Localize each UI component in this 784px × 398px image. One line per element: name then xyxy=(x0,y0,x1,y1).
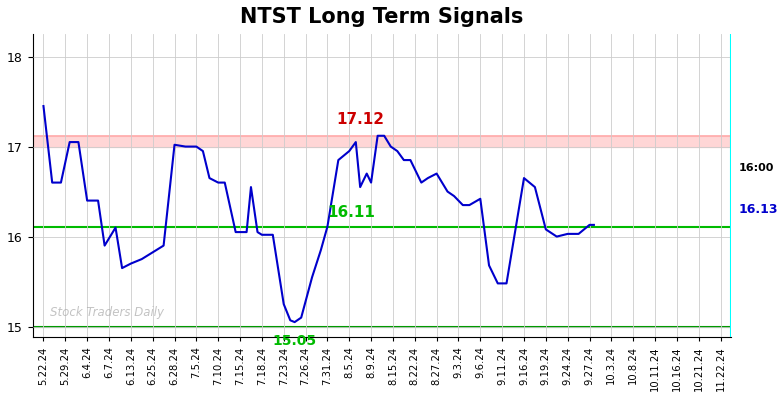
Text: 16:00: 16:00 xyxy=(739,162,774,172)
Text: 16.11: 16.11 xyxy=(328,205,376,220)
Text: 17.12: 17.12 xyxy=(336,112,384,127)
Text: 16.13: 16.13 xyxy=(739,203,778,217)
Text: 15.05: 15.05 xyxy=(273,334,317,348)
Bar xyxy=(33,136,731,146)
Text: Stock Traders Daily: Stock Traders Daily xyxy=(50,306,164,320)
Title: NTST Long Term Signals: NTST Long Term Signals xyxy=(241,7,524,27)
